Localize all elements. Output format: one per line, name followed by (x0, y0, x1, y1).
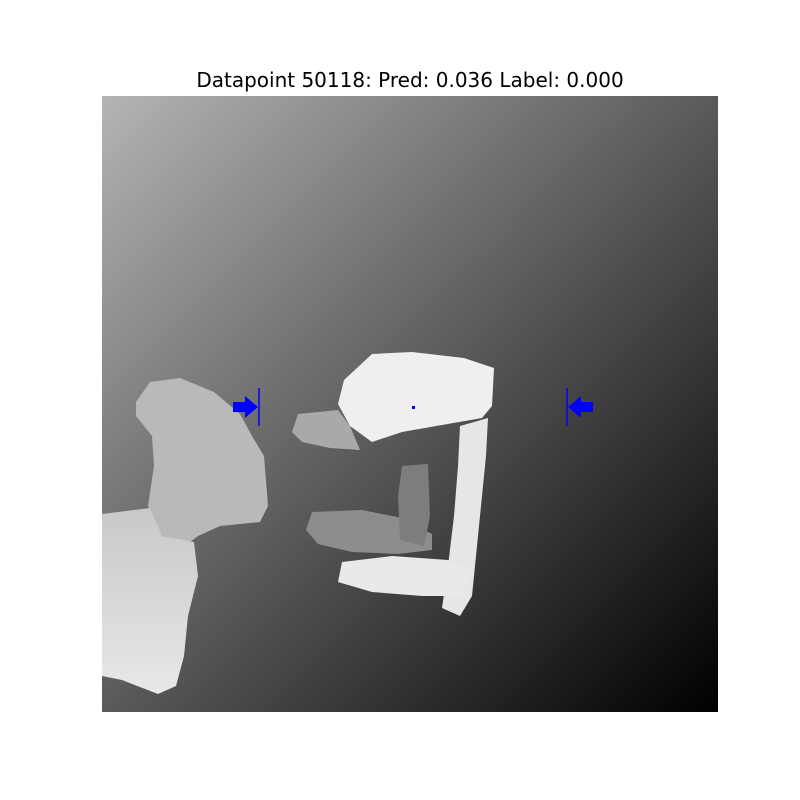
right-arrow-marker (566, 388, 593, 426)
center-object-foot (338, 556, 472, 596)
left-arrow-marker (233, 388, 260, 426)
center-object-top (338, 352, 494, 442)
center-point-marker (412, 406, 415, 409)
center-object-left (292, 410, 360, 450)
left-object-upper (136, 378, 268, 542)
depth-image (102, 96, 718, 712)
plot-title: Datapoint 50118: Pred: 0.036 Label: 0.00… (196, 68, 624, 92)
left-object-lower (102, 508, 198, 694)
center-object-inner (398, 464, 430, 546)
